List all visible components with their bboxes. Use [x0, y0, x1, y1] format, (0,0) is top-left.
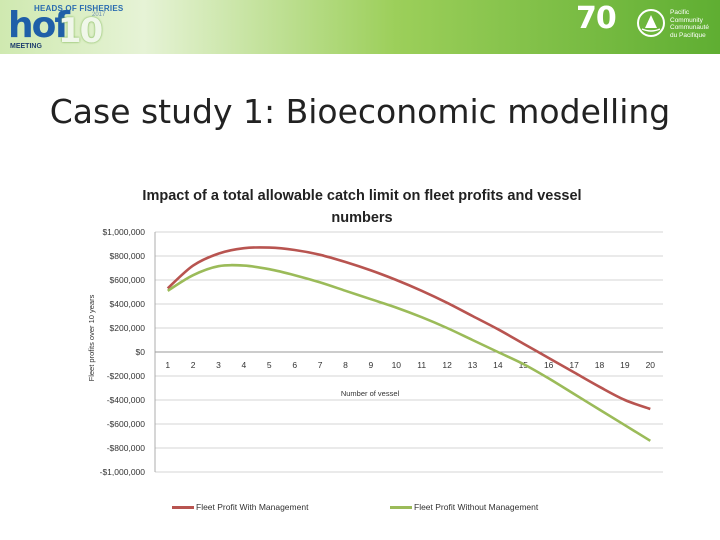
spc-line-1: Pacific [670, 9, 690, 16]
x-axis-label: Number of vessel [341, 389, 400, 398]
y-tick-label: $200,000 [110, 323, 146, 333]
x-tick-label: 4 [242, 360, 247, 370]
x-tick-label: 9 [369, 360, 374, 370]
x-tick-label: 18 [595, 360, 605, 370]
legend-label-without-management: Fleet Profit Without Management [414, 502, 539, 512]
y-tick-label: $600,000 [110, 275, 146, 285]
y-tick-labels: $1,000,000 $800,000 $600,000 $400,000 $200,0… [100, 227, 146, 477]
spc-name-text: Pacific Community Communauté du Pacifiqu… [670, 9, 709, 39]
series-lines [166, 246, 651, 442]
x-tick-label: 5 [267, 360, 272, 370]
spc-line-3: Communauté [670, 24, 710, 31]
logo-ten-text: 10 [58, 11, 103, 51]
logo-year-text: 2017 [92, 12, 106, 18]
x-tick-label: 10 [392, 360, 402, 370]
chart-title-line-2: numbers [331, 210, 392, 226]
logo-heads-text: HEADS OF FISHERIES [34, 4, 124, 13]
grid-lines [154, 231, 663, 473]
y-tick-label: -$600,000 [107, 419, 146, 429]
spc-seventy-text: 70 [576, 1, 617, 36]
x-tick-label: 8 [343, 360, 348, 370]
x-tick-label: 1 [165, 360, 170, 370]
legend-swatch-with-management [172, 505, 194, 509]
y-tick-label: -$1,000,000 [100, 467, 146, 477]
y-tick-label: -$800,000 [107, 443, 146, 453]
legend-item-without-management: Fleet Profit Without Management [390, 502, 538, 512]
x-tick-label: 16 [544, 360, 554, 370]
x-tick-label: 11 [417, 360, 426, 370]
y-tick-label: $1,000,000 [102, 227, 145, 237]
x-tick-labels: 1 2 3 4 5 6 7 8 9 10 11 12 13 14 15 16 17 18 19 20 [165, 360, 655, 370]
y-tick-label: $800,000 [110, 251, 146, 261]
logo-meeting-text: MEETING [10, 43, 42, 50]
x-tick-label: 7 [318, 360, 323, 370]
spc-line-2: Community [670, 16, 703, 24]
x-tick-label: 12 [442, 360, 452, 370]
chart-title-line-1: Impact of a total allowable catch limit … [142, 188, 581, 204]
x-tick-label: 2 [191, 360, 196, 370]
y-tick-label: $400,000 [110, 299, 146, 309]
y-axis-label: Fleet profits over 10 years [87, 294, 96, 381]
x-tick-label: 20 [646, 360, 656, 370]
legend-item-with-management: Fleet Profit With Management [172, 502, 308, 512]
heads-of-fisheries-logo: HEADS OF FISHERIES 2017 hof 10 MEETING [4, 2, 123, 52]
logo-hof-text: hof [8, 5, 70, 46]
header-banner: HEADS OF FISHERIES 2017 hof 10 MEETING 7… [0, 0, 720, 54]
legend-swatch-without-management [390, 505, 412, 509]
y-tick-label: -$200,000 [107, 371, 146, 381]
x-tick-label: 14 [493, 360, 503, 370]
y-tick-label: $0 [136, 347, 146, 357]
x-tick-label: 3 [216, 360, 221, 370]
x-tick-label: 13 [468, 360, 478, 370]
x-tick-label: 19 [620, 360, 630, 370]
series-line-with-management [166, 246, 651, 411]
series-line-without-management [167, 263, 651, 442]
y-tick-label: -$400,000 [107, 395, 146, 405]
x-tick-label: 6 [292, 360, 297, 370]
legend-label-with-management: Fleet Profit With Management [196, 502, 309, 512]
x-tick-label: 17 [569, 360, 579, 370]
slide-title: Case study 1: Bioeconomic modelling [49, 92, 671, 131]
spc-emblem-icon [637, 9, 665, 37]
spc-line-4: du Pacifique [670, 31, 706, 39]
